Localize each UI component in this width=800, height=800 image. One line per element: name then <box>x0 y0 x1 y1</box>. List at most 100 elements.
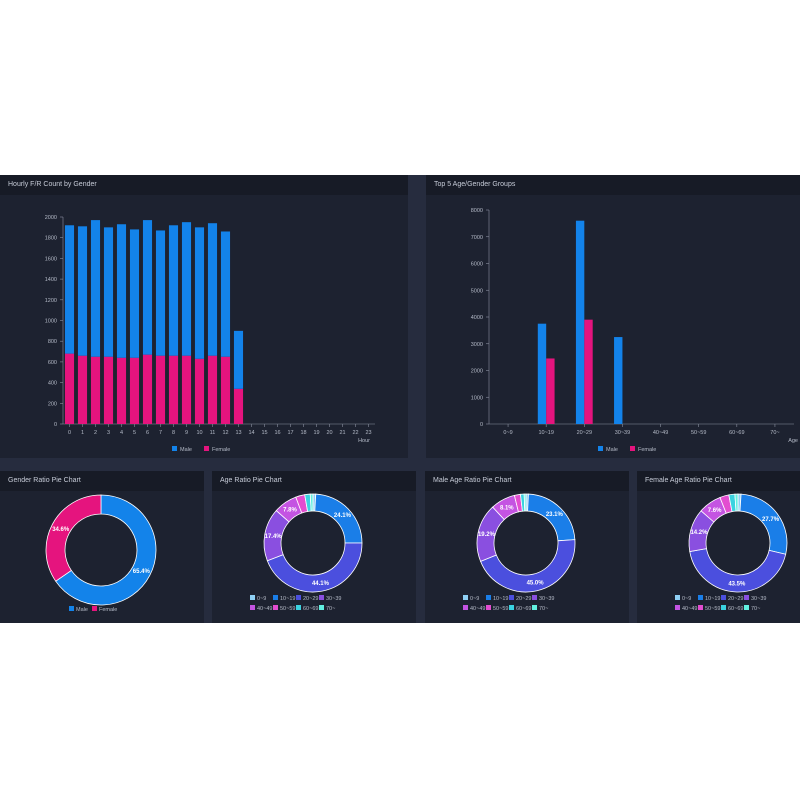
slice-10~19 <box>739 493 788 555</box>
gender-ratio-title: Gender Ratio Pie Chart <box>0 471 204 491</box>
y-tick-label: 3000 <box>471 342 483 348</box>
bar-male <box>90 220 101 357</box>
y-tick-label: 1800 <box>45 236 57 242</box>
slice-value-label: 8.1% <box>500 505 514 511</box>
y-tick-label: 4000 <box>471 315 483 321</box>
bar-female <box>194 358 205 424</box>
legend-label: 0~9 <box>257 596 266 602</box>
x-tick-label: 19 <box>313 430 319 436</box>
y-tick-label: 0 <box>480 422 483 428</box>
y-tick-label: 1400 <box>45 277 57 283</box>
legend-swatch <box>92 606 97 611</box>
female-age-ratio-chart: 27.7% 43.5% 14.2% 7.6% 0~9 10~19 20~29 30~39 40~… <box>675 493 788 612</box>
slice-value-label: 45.0% <box>527 580 545 586</box>
slice-value-label: 19.2% <box>478 532 496 538</box>
bar-male <box>168 225 179 356</box>
bar-male <box>181 222 192 356</box>
legend-label: 70~ <box>751 606 760 612</box>
bar-male <box>614 337 623 424</box>
legend-swatch-female <box>204 446 209 451</box>
y-tick-label: 1200 <box>45 298 57 304</box>
legend-swatch <box>698 605 703 610</box>
x-tick-label: 11 <box>210 430 216 436</box>
dashboard: Hourly F/R Count by Gender 0 200 400 600 800… <box>0 175 800 623</box>
x-tick-label: 60~69 <box>729 430 744 436</box>
bar-female <box>142 354 153 424</box>
legend-label: 70~ <box>326 606 335 612</box>
x-tick-label: 18 <box>300 430 306 436</box>
legend-swatch <box>273 595 278 600</box>
x-tick-label: 23 <box>365 430 371 436</box>
legend-swatch <box>273 605 278 610</box>
legend-label-female: Female <box>212 447 230 453</box>
x-tick-label: 70~ <box>770 430 779 436</box>
y-tick-label: 800 <box>48 339 57 345</box>
legend-swatch <box>509 595 514 600</box>
x-tick-label: 9 <box>185 430 188 436</box>
bar-male <box>194 227 205 359</box>
slice-value-label: 24.1% <box>334 513 352 519</box>
x-tick-label: 3 <box>107 430 110 436</box>
legend-label-male: Male <box>180 447 192 453</box>
legend-swatch <box>463 605 468 610</box>
x-tick-label: 15 <box>261 430 267 436</box>
x-tick-label: 10~19 <box>538 430 553 436</box>
y-tick-label: 5000 <box>471 288 483 294</box>
legend-label: 30~39 <box>326 596 341 602</box>
y-tick-label: 400 <box>48 381 57 387</box>
slice-value-label: 44.1% <box>312 581 330 587</box>
legend-swatch <box>296 605 301 610</box>
legend-label: 50~59 <box>493 606 508 612</box>
legend-label: 30~39 <box>539 596 554 602</box>
bar-male <box>575 220 585 424</box>
y-tick-label: 200 <box>48 401 57 407</box>
legend-label: 0~9 <box>470 596 479 602</box>
x-tick-label: 17 <box>287 430 293 436</box>
legend-swatch <box>463 595 468 600</box>
bar-male <box>129 229 140 358</box>
legend-swatch <box>250 605 255 610</box>
legend-label: 30~39 <box>751 596 766 602</box>
age-ratio-chart: 24.1% 44.1% 17.4% 7.8% 0~9 10~19 20~29 30~39 40~… <box>250 493 363 612</box>
legend-label: 50~59 <box>280 606 295 612</box>
y-tick-label: 8000 <box>471 208 483 214</box>
slice-Male <box>55 494 157 606</box>
legend-label: 60~69 <box>303 606 318 612</box>
x-tick-label: 16 <box>274 430 280 436</box>
legend-swatch <box>698 595 703 600</box>
x-tick-label: 10 <box>196 430 202 436</box>
bar-female <box>546 358 555 424</box>
bar-male <box>103 227 114 357</box>
legend-label: 40~49 <box>470 606 485 612</box>
y-tick-label: 2000 <box>471 369 483 375</box>
bar-male <box>142 220 153 355</box>
legend-label-female: Female <box>638 447 656 453</box>
bar-male <box>537 323 547 424</box>
legend-swatch <box>675 605 680 610</box>
slice-value-label: 65.4% <box>133 569 151 575</box>
legend-label: 20~29 <box>728 596 743 602</box>
bar-female <box>584 319 593 424</box>
bar-female <box>103 356 114 424</box>
bar-female <box>220 356 231 424</box>
top5-age-gender-panel: Top 5 Age/Gender Groups 0 1000 2000 3000 400… <box>426 175 800 458</box>
y-tick-label: 1000 <box>471 395 483 401</box>
female-age-ratio-panel: Female Age Ratio Pie Chart 27.7% 43.5% 14.… <box>637 471 800 623</box>
bar-female <box>181 355 192 424</box>
y-tick-label: 1000 <box>45 319 57 325</box>
legend-label: 60~69 <box>516 606 531 612</box>
legend-label: Female <box>99 607 117 613</box>
age-ratio-panel: Age Ratio Pie Chart 24.1% 44.1% 17.4% 7.8% 0… <box>212 471 416 623</box>
age-ratio-title: Age Ratio Pie Chart <box>212 471 416 491</box>
x-tick-label: 20~29 <box>577 430 592 436</box>
slice-value-label: 23.1% <box>546 512 564 518</box>
slice-value-label: 43.5% <box>728 581 746 587</box>
legend-swatch <box>509 605 514 610</box>
hourly-count-panel: Hourly F/R Count by Gender 0 200 400 600 800… <box>0 175 408 458</box>
x-axis-label: Age <box>788 438 798 444</box>
y-tick-label: 6000 <box>471 262 483 268</box>
legend-swatch-female <box>630 446 635 451</box>
x-tick-label: 5 <box>133 430 136 436</box>
bar-male <box>64 225 75 354</box>
x-tick-label: 8 <box>172 430 175 436</box>
